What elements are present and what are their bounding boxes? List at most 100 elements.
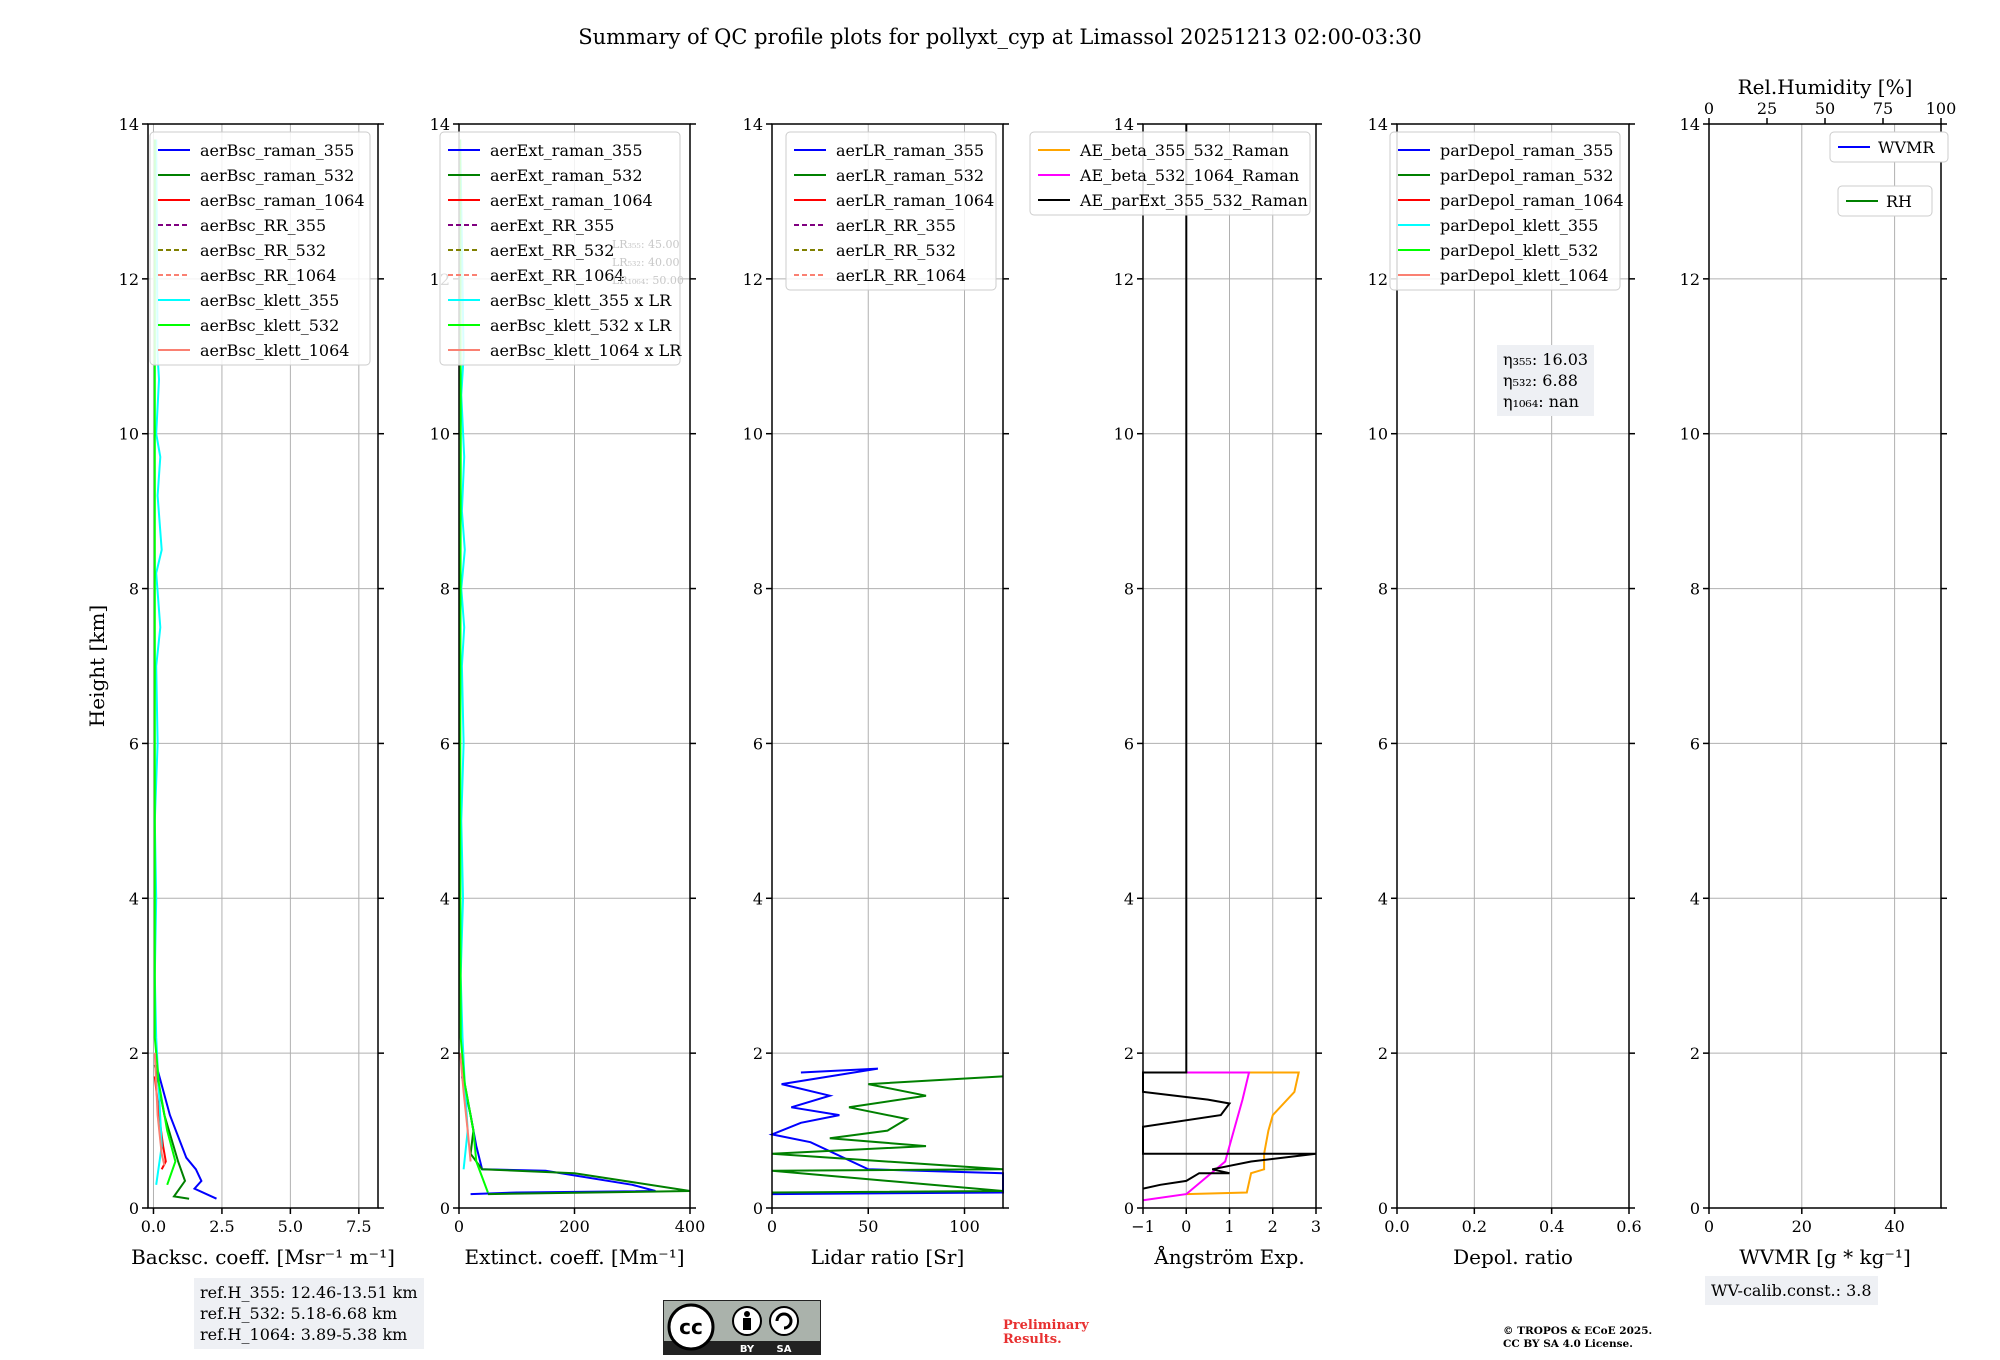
ytick-label: 8 — [1690, 580, 1700, 599]
ytick-label: 12 — [743, 270, 763, 289]
xtick-label: 40 — [1884, 1217, 1904, 1236]
ytick-label: 6 — [1378, 734, 1388, 753]
xaxis-label: WVMR [g * kg⁻¹] — [1739, 1245, 1911, 1269]
ref-height-355: ref.H_355: 12.46-13.51 km — [200, 1283, 418, 1302]
legend-label: aerBsc_klett_1064 x LR — [490, 341, 682, 360]
ytick-label: 14 — [430, 115, 450, 134]
prelim-line-2: Results. — [1003, 1332, 1062, 1347]
xaxis-label: Backsc. coeff. [Msr⁻¹ m⁻¹] — [131, 1245, 395, 1269]
legend-label: aerLR_RR_532 — [836, 241, 956, 260]
xtick-label: 400 — [675, 1217, 706, 1236]
ytick-label: 8 — [753, 580, 763, 599]
legend-box — [1837, 185, 1933, 217]
ytick-label: 0 — [753, 1199, 763, 1218]
xtick-label: 0.6 — [1616, 1217, 1641, 1236]
ytick-label: 8 — [129, 580, 139, 599]
legend-label: parDepol_klett_1064 — [1440, 266, 1609, 285]
legend-label: aerLR_RR_355 — [836, 216, 956, 235]
legend-label: parDepol_raman_532 — [1440, 166, 1613, 185]
xtick-label: 0.4 — [1539, 1217, 1564, 1236]
ytick-label: 0 — [1378, 1199, 1388, 1218]
ytick-label: 12 — [119, 270, 139, 289]
legend-label: AE_beta_532_1064_Raman — [1079, 166, 1299, 185]
legend-backscatter: aerBsc_raman_355 aerBsc_raman_532 aerBsc_r… — [149, 131, 371, 366]
ytick-label: 2 — [753, 1044, 763, 1063]
ytick-label: 8 — [1378, 580, 1388, 599]
wv-calib-const: WV-calib.const.: 3.8 — [1711, 1281, 1872, 1300]
ytick-label: 10 — [743, 425, 763, 444]
xtick-label: 3 — [1311, 1217, 1321, 1236]
ytick-label: 4 — [1378, 889, 1388, 908]
ytick-label: 8 — [1124, 580, 1134, 599]
ytick-label: 12 — [1368, 270, 1388, 289]
ytick-label: 2 — [129, 1044, 139, 1063]
series-line-aerBsc_klett_1064 x LR — [459, 1053, 472, 1162]
legend-label: aerLR_RR_1064 — [836, 266, 966, 285]
ytick-label: 2 — [1124, 1044, 1134, 1063]
ytick-label: 4 — [129, 889, 139, 908]
ytick-label: 6 — [129, 734, 139, 753]
panel-backscatter: 0 2 4 6 8 10 12 14 0.0 2.5 5.0 7.5 Backsc. coeff. [M… — [85, 115, 395, 1269]
reference-height-box: ref.H_355: 12.46-13.51 km ref.H_532: 5.1… — [194, 1278, 424, 1349]
copyright-line-1: © TROPOS & ECoE 2025. — [1503, 1325, 1653, 1337]
by-person-head — [744, 1311, 750, 1317]
top-xtick-label: 25 — [1757, 99, 1777, 118]
eta-box: η₃₅₅: 16.03 η₅₃₂: 6.88 η₁₀₆₄: nan — [1497, 345, 1595, 416]
xtick-label: 50 — [858, 1217, 878, 1236]
legend-label: aerBsc_raman_1064 — [200, 191, 365, 210]
legend-label: parDepol_raman_355 — [1440, 141, 1613, 160]
legend-extinction: aerExt_raman_355 aerExt_raman_532 aerExt_r… — [439, 131, 682, 366]
ytick-label: 10 — [119, 425, 139, 444]
eta-532: η₅₃₂: 6.88 — [1503, 371, 1578, 390]
legend-label: aerExt_raman_532 — [490, 166, 643, 185]
xtick-label: 0 — [1704, 1217, 1714, 1236]
ytick-label: 10 — [1680, 425, 1700, 444]
series-line-aerBsc_klett_532 — [153, 139, 177, 1186]
top-xtick-label: 100 — [1926, 99, 1957, 118]
legend-box — [1389, 131, 1621, 291]
xtick-label: 0.0 — [1384, 1217, 1409, 1236]
by-person-body — [743, 1318, 751, 1330]
ytick-label: 0 — [1124, 1199, 1134, 1218]
axes-frame — [1396, 123, 1630, 1209]
cc-badge-graphic: cc BY SA — [664, 1301, 820, 1355]
legend-label: aerBsc_raman_355 — [200, 141, 354, 160]
legend-label: parDepol_klett_532 — [1440, 241, 1598, 260]
cc-by-label: BY — [740, 1344, 755, 1354]
cc-circle-icon — [667, 1303, 715, 1351]
series-line-aerBsc_klett_355 x LR — [459, 139, 469, 1170]
ytick-label: 10 — [430, 425, 450, 444]
legend-box — [439, 131, 681, 366]
xtick-label: 7.5 — [346, 1217, 371, 1236]
legend-lidar-ratio: aerLR_raman_355 aerLR_raman_532 aerLR_rama… — [785, 131, 997, 291]
preliminary-results-note: Preliminary Results. — [1003, 1319, 1089, 1347]
copyright-note: © TROPOS & ECoE 2025. CC BY SA 4.0 Licen… — [1503, 1325, 1652, 1351]
series-line-AE_beta_355_532_Raman — [1186, 1071, 1300, 1196]
ytick-label: 12 — [1680, 270, 1700, 289]
series-line-aerBsc_klett_532 x LR — [459, 139, 489, 1193]
series-line-aerBsc_klett_1064 — [153, 1053, 166, 1166]
lidar-ratio-note: LR₃₅₅: 45.00 LR₅₃₂: 40.00 LR₁₀₆₄: 50.00 — [612, 236, 684, 290]
ytick-label: 14 — [1114, 115, 1134, 134]
legend-box — [1029, 131, 1311, 216]
xaxis-label: Depol. ratio — [1453, 1245, 1573, 1269]
series-line-aerBsc_klett_355 — [153, 139, 163, 1185]
xaxis-label: Extinct. coeff. [Mm⁻¹] — [464, 1245, 684, 1269]
series-line-aerBsc_raman_355 — [155, 1064, 217, 1200]
series-line-aerExt_raman_355 — [460, 1076, 656, 1196]
legend-box — [149, 131, 371, 366]
legend-label: aerExt_raman_355 — [490, 141, 643, 160]
legend-label: aerExt_RR_355 — [490, 216, 614, 235]
cc-license-badge[interactable]: cc BY SA — [663, 1300, 821, 1355]
panel-extinction: 024681012140200400Extinct. coeff. [Mm⁻¹]… — [430, 115, 706, 1269]
series-line-AE_beta_532_1064_Raman — [1142, 1071, 1251, 1202]
xtick-label: 100 — [949, 1217, 980, 1236]
lr-1064-note: LR₁₀₆₄: 50.00 — [612, 274, 684, 287]
ytick-label: 4 — [440, 889, 450, 908]
lr-532-note: LR₅₃₂: 40.00 — [612, 256, 680, 269]
ytick-label: 0 — [440, 1199, 450, 1218]
xtick-label: 0.2 — [1462, 1217, 1487, 1236]
legend-label: AE_beta_355_532_Raman — [1079, 141, 1289, 160]
ytick-label: 6 — [753, 734, 763, 753]
